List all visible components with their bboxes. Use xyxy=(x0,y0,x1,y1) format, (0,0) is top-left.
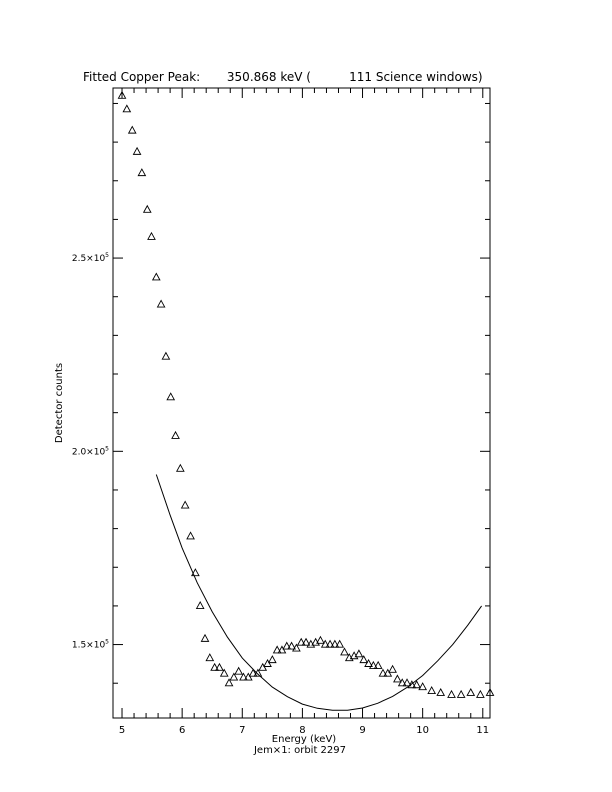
data-point-marker xyxy=(354,649,364,658)
data-point-marker xyxy=(239,672,248,681)
data-point-marker xyxy=(267,655,277,664)
plot-frame xyxy=(112,87,491,719)
data-point-marker xyxy=(282,641,292,650)
data-point-marker xyxy=(151,272,161,281)
data-point-marker xyxy=(427,686,437,694)
data-point-marker xyxy=(306,639,316,648)
data-point-marker xyxy=(122,104,132,113)
data-point-marker xyxy=(171,430,180,439)
data-point-marker xyxy=(359,655,369,664)
data-point-marker xyxy=(447,689,456,698)
x-tick-label: 9 xyxy=(359,725,365,736)
data-point-marker xyxy=(301,637,311,646)
data-point-marker xyxy=(195,600,205,609)
fit-curve xyxy=(155,474,483,711)
y-axis-label: Detector counts xyxy=(54,363,65,443)
x-tick-label: 5 xyxy=(119,725,125,736)
data-point-marker xyxy=(456,689,466,698)
data-point-marker xyxy=(368,660,378,669)
chart-title: Fitted Copper Peak: 350.868 keV ( 111 Sc… xyxy=(83,70,483,84)
subtitle: Jem×1: orbit 2297 xyxy=(253,745,346,756)
data-point-marker xyxy=(263,658,272,667)
data-point-marker xyxy=(127,125,137,134)
data-point-marker xyxy=(292,643,301,652)
data-point-marker xyxy=(229,672,239,681)
data-point-marker xyxy=(383,668,393,677)
data-point-marker xyxy=(132,146,142,155)
data-point-marker xyxy=(272,645,282,654)
data-point-marker xyxy=(335,639,345,648)
y-axis-ticks xyxy=(113,102,490,684)
x-axis-ticks xyxy=(121,88,484,718)
data-point-marker xyxy=(147,231,156,240)
data-point-marker xyxy=(287,641,296,650)
data-point-marker xyxy=(436,687,446,696)
data-point-marker xyxy=(412,680,422,689)
data-point-marker xyxy=(161,351,171,360)
y-tick-label: 2.5×105 xyxy=(72,252,109,264)
data-point-marker xyxy=(234,666,244,675)
data-point-marker xyxy=(215,662,224,671)
data-point-marker xyxy=(156,299,166,308)
x-axis-tick-labels: 5 6 7 8 9 10 11 xyxy=(119,725,489,736)
data-point-marker xyxy=(142,204,152,213)
data-point-marker xyxy=(248,668,258,677)
data-point-marker xyxy=(296,637,306,646)
x-tick-label: 6 xyxy=(179,725,185,736)
data-point-marker xyxy=(117,90,127,99)
data-point-marker xyxy=(388,664,397,673)
data-point-marker xyxy=(258,662,268,671)
data-point-marker xyxy=(485,687,495,696)
y-tick-label: 1.5×105 xyxy=(72,639,109,651)
x-axis-label: Energy (keV) xyxy=(272,734,337,745)
data-point-marker xyxy=(320,639,330,648)
data-point-marker xyxy=(166,392,176,401)
data-point-marker xyxy=(364,658,373,667)
data-point-marker xyxy=(137,168,147,177)
data-point-marker xyxy=(393,674,402,683)
data-point-marker xyxy=(418,682,428,691)
data-point-marker xyxy=(200,633,210,642)
data-point-marker xyxy=(175,463,185,472)
data-point-marker xyxy=(180,500,190,509)
data-point-marker xyxy=(397,678,407,687)
data-point-marker xyxy=(340,647,349,656)
x-tick-label: 8 xyxy=(299,725,305,736)
data-point-marker xyxy=(219,668,229,677)
x-tick-label: 11 xyxy=(476,725,489,736)
data-point-marker xyxy=(205,653,215,662)
y-axis-tick-labels: 1.5×105 2.0×105 2.5×105 xyxy=(72,252,109,651)
x-tick-label: 7 xyxy=(239,725,245,736)
data-point-marker xyxy=(224,678,234,687)
data-point-marker xyxy=(330,639,340,648)
data-point-marker xyxy=(466,687,476,696)
data-point-marker xyxy=(378,668,388,677)
data-point-marker xyxy=(191,568,200,577)
data-point-marker xyxy=(316,635,325,644)
data-point-marker xyxy=(186,531,195,540)
data-point-marker xyxy=(402,678,412,687)
y-tick-label: 2.0×105 xyxy=(72,445,109,457)
data-point-marker xyxy=(476,689,485,698)
data-points xyxy=(117,90,495,698)
x-tick-label: 10 xyxy=(416,725,429,736)
data-point-marker xyxy=(373,660,383,669)
data-point-marker xyxy=(243,672,253,681)
data-point-marker xyxy=(277,645,287,654)
data-point-marker xyxy=(407,680,417,689)
data-point-marker xyxy=(325,639,335,648)
data-point-marker xyxy=(210,662,219,671)
